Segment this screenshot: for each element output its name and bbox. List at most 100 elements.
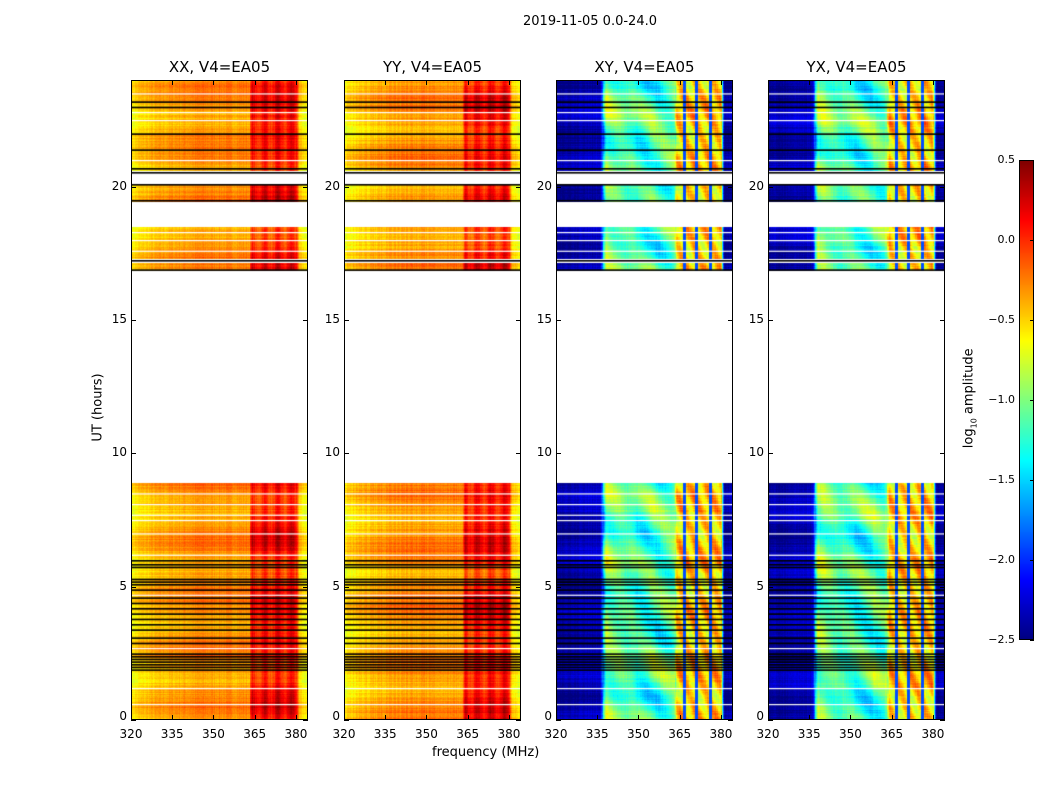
x-tick	[809, 715, 811, 720]
y-tick-label: 10	[111, 445, 127, 460]
x-tick	[213, 715, 215, 720]
y-tick	[303, 720, 308, 721]
y-tick	[728, 720, 733, 721]
y-tick	[768, 186, 773, 188]
colorbar-tick-label: 0.5	[997, 153, 1016, 166]
x-tick-label: 320	[332, 727, 356, 741]
y-tick	[131, 186, 136, 188]
x-tick-label: 320	[119, 727, 143, 741]
x-tick-label: 335	[585, 727, 609, 741]
x-tick	[213, 80, 215, 85]
y-tick-label: 0	[332, 709, 340, 723]
colorbar-tick	[1030, 480, 1034, 481]
x-tick	[891, 715, 893, 720]
y-tick-label: 0	[756, 709, 764, 723]
x-tick	[467, 715, 469, 720]
y-tick	[344, 320, 349, 321]
x-tick	[932, 80, 934, 85]
y-tick	[516, 720, 521, 721]
y-tick	[303, 320, 308, 321]
heatmap-yy	[344, 80, 521, 720]
y-tick	[556, 586, 561, 588]
panel-title: YX, V4=EA05	[806, 58, 907, 76]
panel-title: XY, V4=EA05	[594, 58, 695, 76]
colorbar-tick	[1030, 240, 1034, 241]
y-axis-label: UT (hours)	[90, 373, 106, 442]
y-tick	[516, 586, 521, 588]
x-tick	[891, 80, 893, 85]
y-tick	[728, 186, 733, 188]
y-tick	[516, 186, 521, 188]
y-tick-label: 20	[324, 178, 340, 193]
y-tick	[940, 720, 945, 721]
heatmap-xx	[131, 80, 308, 720]
y-tick	[768, 720, 773, 721]
x-tick	[295, 80, 297, 85]
x-tick-label: 365	[668, 727, 692, 741]
x-tick	[932, 715, 934, 720]
y-tick	[940, 320, 945, 321]
panel-frame	[344, 80, 521, 720]
y-tick-label: 0	[119, 709, 127, 723]
y-tick	[768, 320, 773, 321]
y-tick	[940, 186, 945, 188]
y-tick	[303, 586, 308, 588]
x-tick	[426, 715, 428, 720]
y-tick	[303, 453, 308, 455]
x-tick	[344, 80, 345, 85]
colorbar-tick	[1030, 400, 1034, 401]
x-tick-label: 320	[544, 727, 568, 741]
y-tick	[940, 453, 945, 455]
colorbar-tick	[1030, 320, 1034, 321]
colorbar	[1019, 160, 1034, 640]
y-tick	[556, 720, 561, 721]
y-tick	[768, 453, 773, 455]
x-tick-label: 380	[709, 727, 733, 741]
x-tick	[172, 715, 174, 720]
x-tick	[556, 715, 557, 720]
x-tick	[508, 80, 510, 85]
y-tick-label: 20	[111, 178, 127, 193]
x-tick-label: 350	[627, 727, 650, 741]
panel-frame	[556, 80, 733, 720]
x-tick-label: 320	[756, 727, 780, 741]
x-tick	[638, 715, 640, 720]
x-tick	[720, 80, 722, 85]
y-tick-label: 15	[111, 312, 127, 326]
x-tick	[556, 80, 557, 85]
colorbar-tick-label: −1.5	[988, 473, 1015, 486]
colorbar-tick-label: −0.5	[988, 313, 1015, 326]
y-tick	[344, 186, 349, 188]
y-tick	[556, 320, 561, 321]
x-tick-label: 335	[160, 727, 184, 741]
panel-title: XX, V4=EA05	[168, 58, 271, 76]
x-tick	[254, 80, 256, 85]
x-tick	[638, 80, 640, 85]
y-tick	[131, 586, 136, 588]
x-tick-label: 335	[797, 727, 821, 741]
y-tick	[303, 186, 308, 188]
y-tick	[728, 586, 733, 588]
x-tick-label: 380	[921, 727, 945, 741]
y-tick-label: 20	[748, 178, 764, 193]
y-tick	[940, 586, 945, 588]
x-tick	[385, 80, 387, 85]
colorbar-tick-label: −1.0	[988, 393, 1015, 406]
x-tick	[385, 715, 387, 720]
heatmap-yx	[768, 80, 945, 720]
x-tick-label: 350	[839, 727, 862, 741]
panel-title: YY, V4=EA05	[382, 58, 483, 76]
colorbar-tick-label: −2.0	[988, 553, 1015, 566]
x-tick	[850, 715, 852, 720]
y-tick-label: 10	[536, 445, 552, 460]
x-tick	[131, 80, 132, 85]
colorbar-tick	[1030, 160, 1034, 161]
y-tick	[516, 453, 521, 455]
y-tick	[768, 586, 773, 588]
y-tick	[131, 320, 136, 321]
x-tick	[295, 715, 297, 720]
x-tick-label: 380	[284, 727, 308, 741]
panel-frame	[768, 80, 945, 720]
x-tick-label: 350	[415, 727, 438, 741]
x-tick-label: 350	[202, 727, 225, 741]
